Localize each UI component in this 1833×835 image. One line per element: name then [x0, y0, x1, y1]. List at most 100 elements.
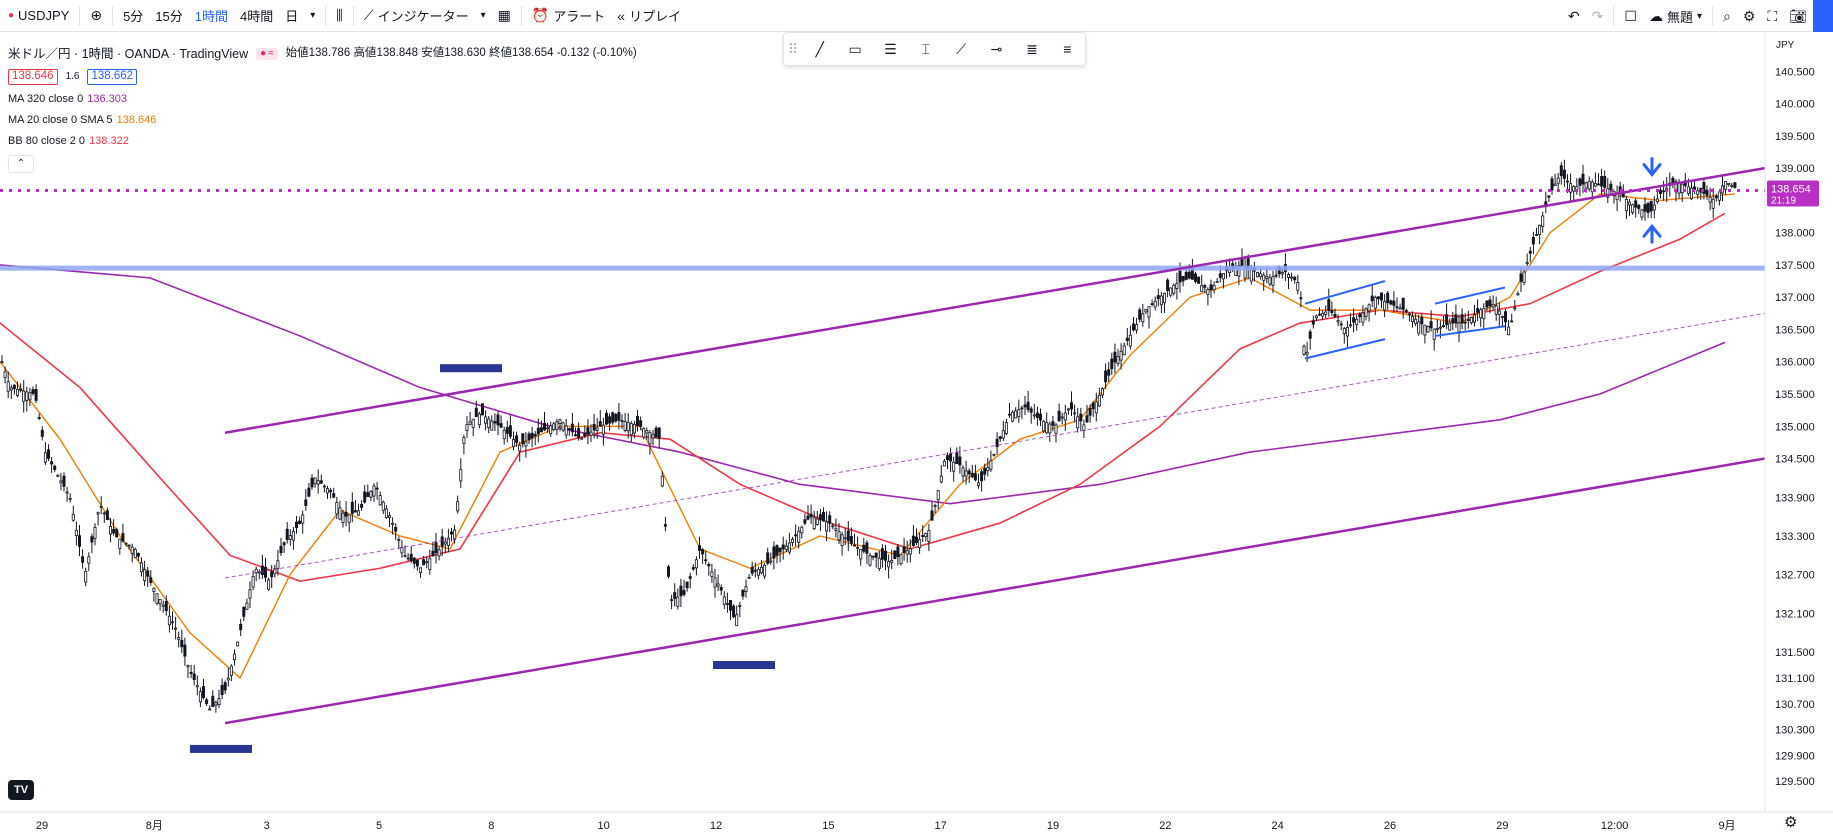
- interval-5m[interactable]: 5分: [117, 0, 149, 32]
- candle: [822, 507, 826, 522]
- replay-button[interactable]: « リプレイ: [611, 0, 687, 32]
- time-tick-label: 8: [488, 820, 494, 832]
- candle: [1535, 227, 1539, 237]
- indicators-dropdown[interactable]: ▾: [475, 0, 492, 32]
- price-chart[interactable]: JPY140.500140.000139.500139.000138.50013…: [0, 32, 1833, 835]
- templates-button[interactable]: ▦: [492, 0, 517, 32]
- price-axis[interactable]: JPY140.500140.000139.500139.000138.50013…: [1764, 32, 1819, 812]
- compare-button[interactable]: ⊕: [84, 0, 108, 32]
- candle: [1485, 300, 1489, 311]
- candle: [868, 552, 872, 567]
- candle: [242, 606, 246, 622]
- settings-lines-icon[interactable]: ≡: [1063, 41, 1072, 57]
- fib-icon[interactable]: ≣: [1026, 40, 1038, 57]
- candle-body: [654, 427, 658, 438]
- candle-body: [1311, 320, 1315, 325]
- candle: [239, 619, 243, 637]
- trendline-icon[interactable]: ╱: [815, 40, 824, 57]
- candle-body: [1218, 273, 1222, 278]
- fullscreen-button[interactable]: ⛶: [1761, 0, 1783, 32]
- candle: [530, 426, 534, 448]
- top-toolbar: ● USDJPY ⊕ 5分 15分 1時間 4時間 日 ▾ ⫼ ⟋ インジケータ…: [0, 0, 1833, 32]
- horizontal-ray-icon[interactable]: ⊸: [990, 40, 1003, 57]
- candle-body: [1457, 322, 1461, 332]
- lines-icon[interactable]: ☰: [884, 40, 897, 57]
- indicators-button[interactable]: ⟋ インジケーター: [358, 0, 475, 32]
- candle-body: [1122, 345, 1126, 356]
- candle: [732, 604, 736, 619]
- price-tick-label: 130.300: [1775, 725, 1815, 737]
- publish-button[interactable]: [1813, 0, 1833, 32]
- candle-body: [139, 562, 143, 573]
- text-cursor-icon[interactable]: ⌶: [921, 40, 931, 57]
- candle: [1132, 316, 1136, 332]
- candle: [1615, 185, 1619, 212]
- interval-1d[interactable]: 日: [279, 0, 304, 32]
- candle: [139, 557, 143, 577]
- buy-button[interactable]: 138.662: [87, 69, 138, 85]
- candle-body: [12, 384, 16, 390]
- candle-body: [1026, 401, 1030, 410]
- interval-dropdown[interactable]: ▾: [304, 0, 321, 32]
- candle-body: [143, 569, 147, 582]
- redo-button[interactable]: ↷: [1586, 0, 1610, 32]
- candle: [843, 528, 847, 545]
- candle: [391, 517, 395, 535]
- candle-body: [1637, 204, 1641, 209]
- candle: [750, 561, 754, 577]
- candle-body: [549, 425, 553, 435]
- interval-1h[interactable]: 1時間: [189, 0, 234, 32]
- axis-unit-label[interactable]: JPY: [1776, 40, 1795, 51]
- candle: [177, 631, 181, 648]
- candle-body: [1004, 422, 1008, 434]
- candle: [1569, 173, 1573, 203]
- candle-body: [121, 533, 125, 542]
- candle: [679, 578, 683, 608]
- drag-handle-icon[interactable]: ⠿: [788, 40, 799, 57]
- save-layout-button[interactable]: ☁ 無題 ▾: [1643, 0, 1708, 32]
- rectangle-icon[interactable]: ▭: [848, 40, 862, 57]
- interval-15m[interactable]: 15分: [149, 0, 188, 32]
- chart-settings-icon[interactable]: ⚙: [1784, 814, 1798, 831]
- indicator-ma320[interactable]: MA 320 close 0 136.303: [8, 89, 637, 110]
- legend-title[interactable]: 米ドル／円 · 1時間 · OANDA · TradingView: [8, 46, 249, 61]
- path-icon[interactable]: ⟋: [956, 40, 967, 57]
- candle: [260, 554, 264, 580]
- indicator-ma20[interactable]: MA 20 close 0 SMA 5 138.646: [8, 110, 637, 131]
- candle-body: [74, 529, 78, 536]
- candle: [1169, 287, 1173, 298]
- tradingview-logo[interactable]: TV: [8, 780, 34, 800]
- snapshot-button[interactable]: 📷︎: [1783, 0, 1813, 32]
- candle-body: [1373, 296, 1377, 309]
- undo-button[interactable]: ↶: [1562, 0, 1586, 32]
- candle-body: [1541, 215, 1545, 227]
- candle: [459, 458, 463, 489]
- layout-button[interactable]: ☐: [1618, 0, 1643, 32]
- candle: [846, 521, 850, 552]
- candle-body: [437, 549, 441, 557]
- candle: [50, 457, 54, 473]
- candle-body: [887, 560, 891, 568]
- drawings[interactable]: [0, 157, 1766, 753]
- collapse-legend-button[interactable]: ⌃: [8, 155, 34, 173]
- candle: [437, 546, 441, 561]
- candle-body: [360, 504, 364, 508]
- alert-button[interactable]: ⏰ アラート: [526, 0, 611, 32]
- time-axis[interactable]: 29 8月 3 5 8 10 12 15 17 19 22 24 26 29 12:00 9月: [0, 811, 1833, 832]
- candle: [521, 433, 525, 448]
- search-button[interactable]: ⌕: [1717, 0, 1737, 32]
- market-status-badge[interactable]: ● ≈: [256, 48, 278, 60]
- candle-body: [794, 534, 798, 537]
- sell-button[interactable]: 138.646: [8, 69, 58, 85]
- candle: [1572, 185, 1576, 202]
- candle-body: [47, 449, 51, 459]
- symbol-search-button[interactable]: ● USDJPY: [0, 0, 75, 32]
- legend-ohlc: 始値138.786 高値138.848 安値138.630 終値138.654 …: [286, 48, 637, 60]
- candle: [896, 543, 900, 566]
- indicator-bb80[interactable]: BB 80 close 2 0 138.322: [8, 131, 637, 152]
- chart-type-button[interactable]: ⫼: [330, 0, 348, 32]
- settings-button[interactable]: ⚙: [1737, 0, 1762, 32]
- candle: [189, 664, 193, 679]
- candle-body: [1535, 234, 1539, 237]
- interval-4h[interactable]: 4時間: [234, 0, 279, 32]
